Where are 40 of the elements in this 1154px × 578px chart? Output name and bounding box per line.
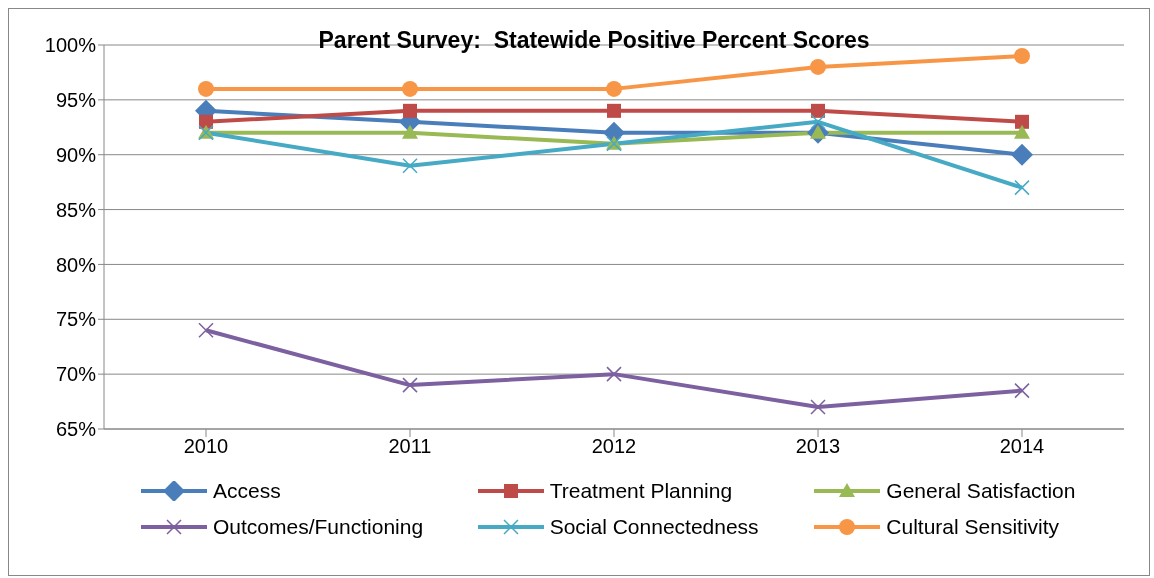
point	[403, 103, 417, 118]
y-tick-label: 90%	[55, 143, 97, 166]
legend-label: Cultural Sensitivity	[886, 515, 1060, 539]
legend-label: Outcomes/Functioning	[213, 515, 424, 539]
legend-label: Access	[213, 479, 281, 503]
point	[402, 124, 418, 139]
point	[810, 58, 826, 75]
point	[402, 377, 418, 393]
y-tick-label: 65%	[55, 418, 97, 441]
point	[1015, 114, 1029, 129]
point	[810, 114, 826, 130]
y-tick-label: 100%	[44, 34, 97, 57]
y-tick-label: 70%	[55, 363, 97, 386]
y-tick-label: 85%	[55, 198, 97, 221]
point	[607, 103, 621, 118]
legend-label: Social Connectedness	[549, 515, 759, 539]
point	[810, 399, 826, 415]
legend-label: Treatment Planning	[549, 479, 733, 503]
x-tick-label: 2012	[591, 435, 637, 458]
y-tick-label: 75%	[55, 308, 97, 331]
y-tick-label: 80%	[55, 253, 97, 276]
point	[402, 80, 418, 97]
point	[1014, 47, 1030, 64]
point	[198, 80, 214, 97]
point	[811, 103, 825, 118]
point	[1011, 143, 1033, 166]
point	[402, 157, 418, 174]
point	[198, 322, 214, 339]
chart-title: Parent Survey: Statewide Positive Percent Scores	[318, 27, 870, 53]
point	[1014, 382, 1030, 399]
point	[606, 80, 622, 97]
point	[1014, 124, 1030, 139]
x-tick-label: 2011	[388, 435, 432, 458]
point	[606, 366, 622, 382]
y-tick-label: 95%	[55, 88, 97, 111]
x-tick-label: 2013	[795, 435, 841, 458]
x-tick-label: 2014	[999, 435, 1045, 458]
legend-label: General Satisfaction	[886, 479, 1076, 503]
x-tick-label: 2010	[183, 435, 229, 458]
point	[1014, 179, 1030, 196]
